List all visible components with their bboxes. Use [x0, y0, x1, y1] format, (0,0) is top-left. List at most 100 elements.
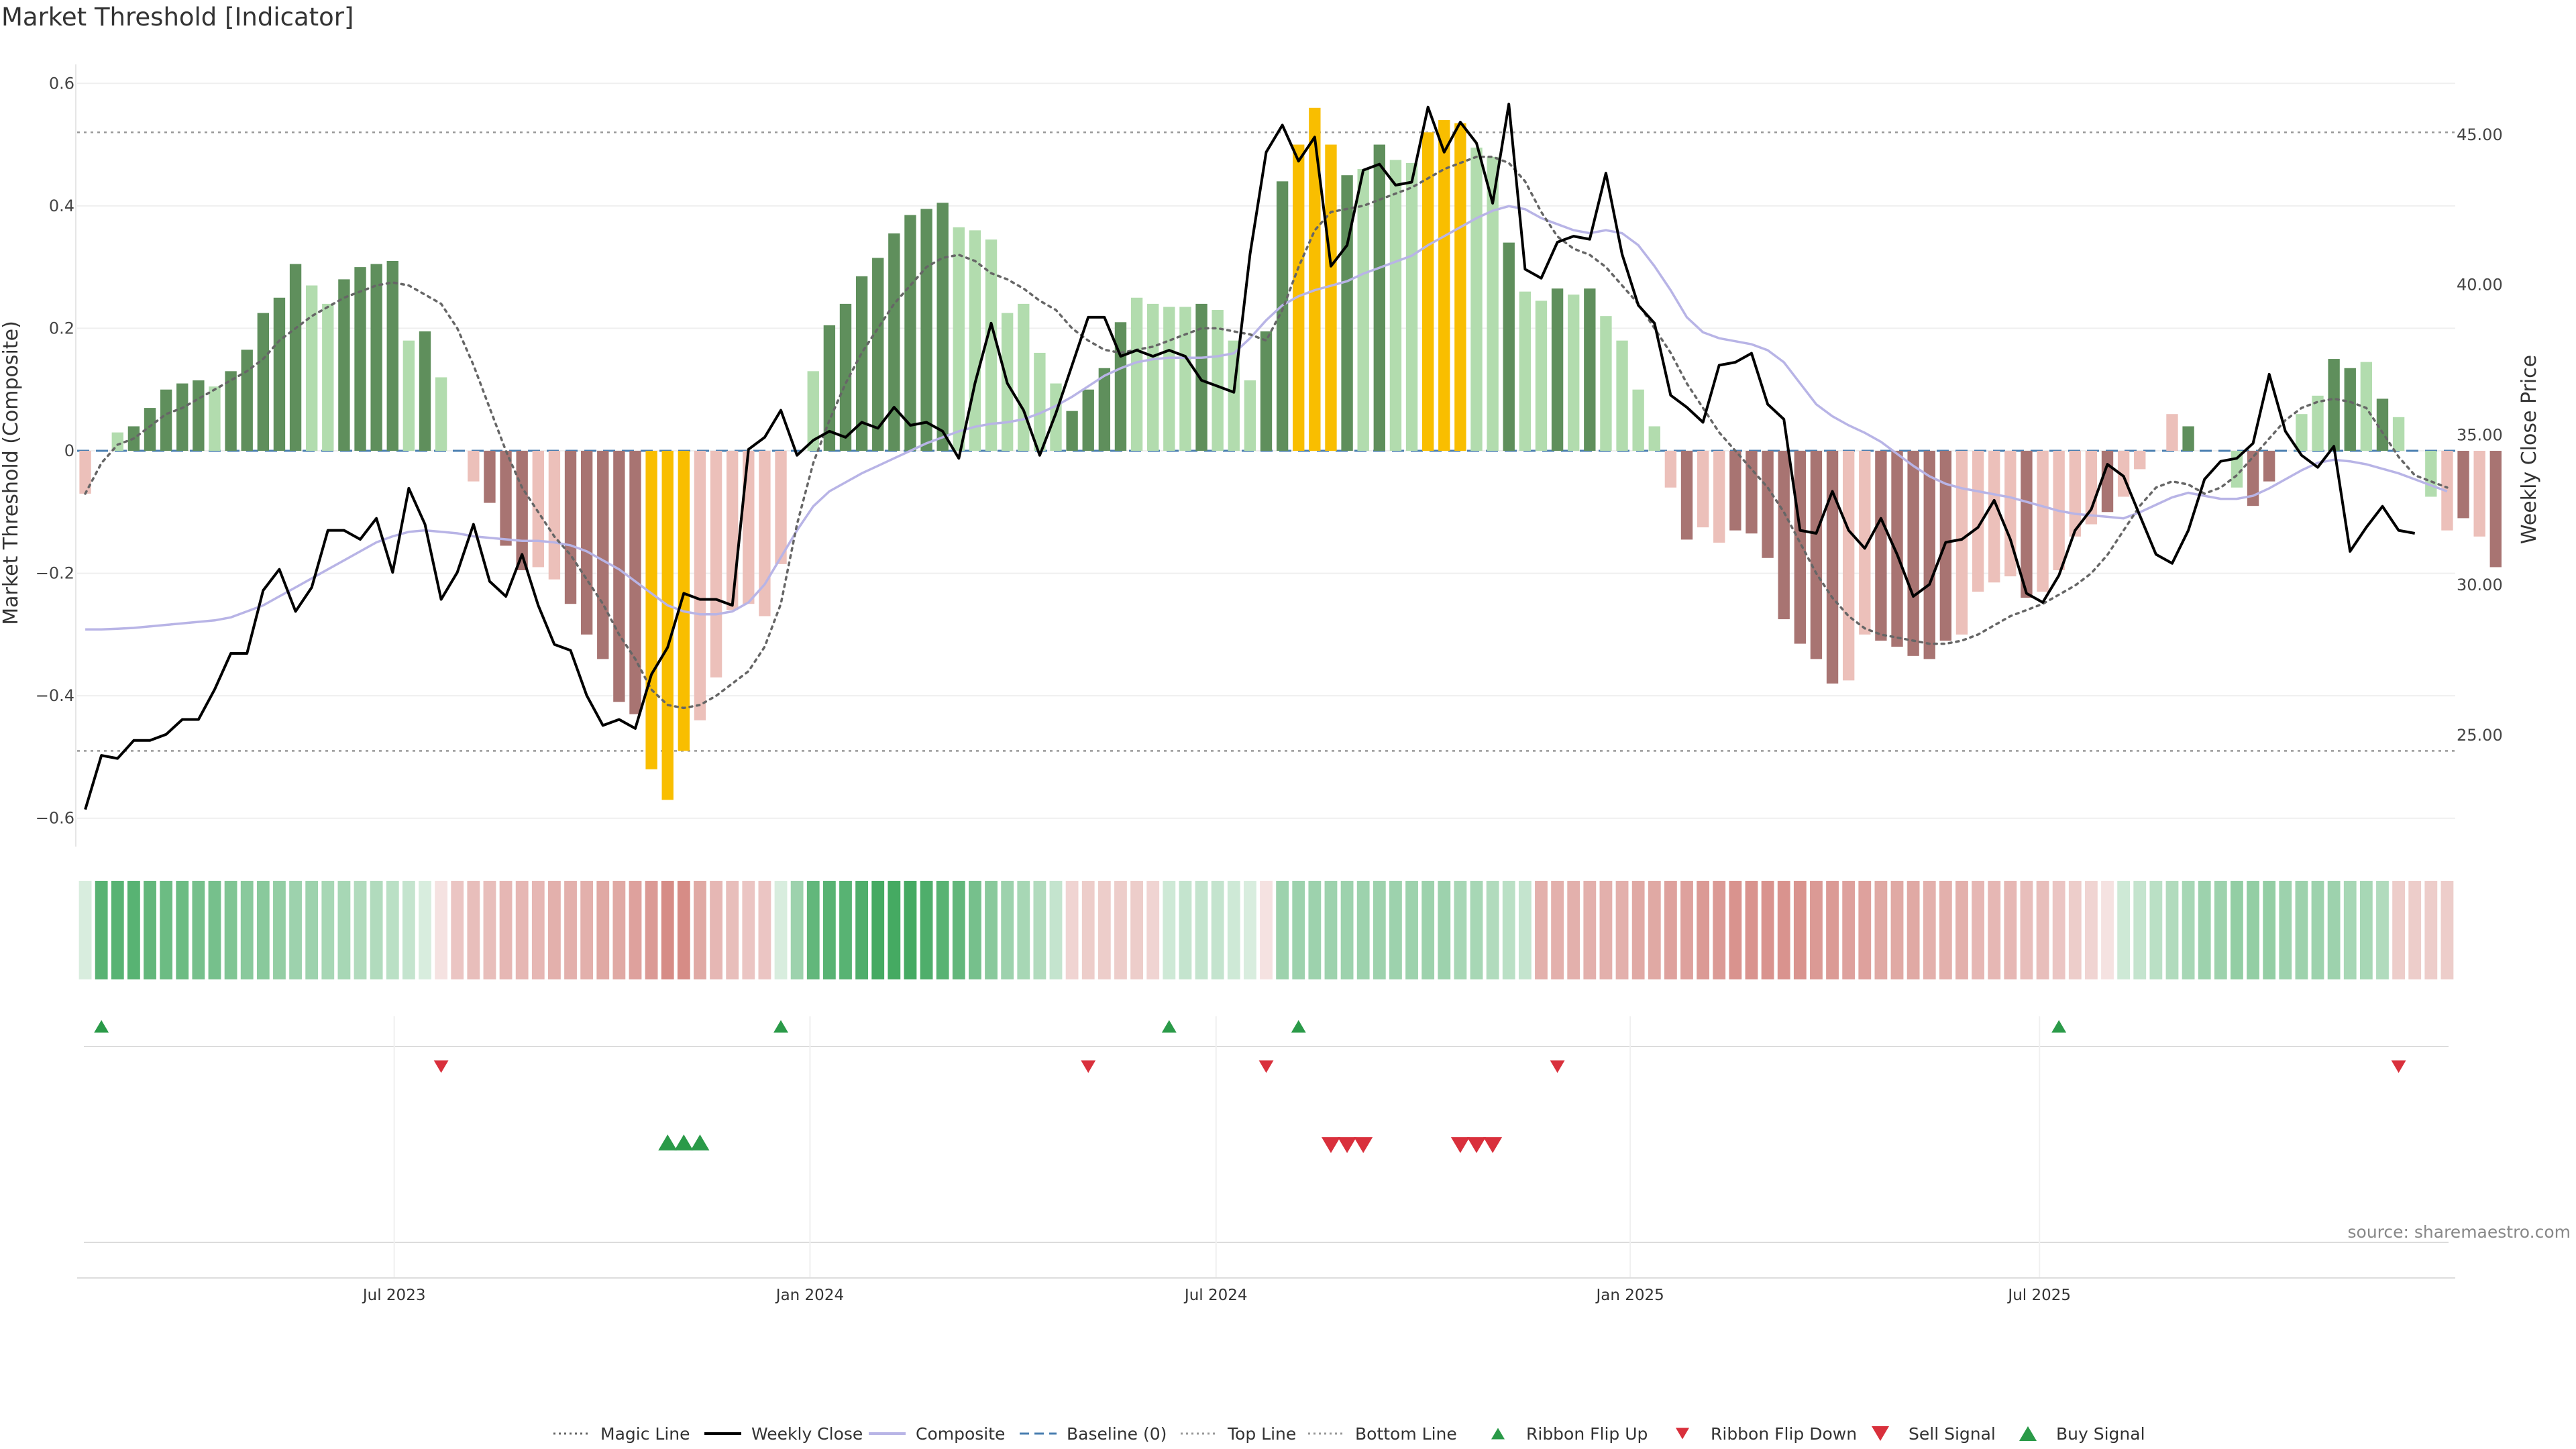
ribbon-cell	[2343, 881, 2357, 979]
ribbon-cell	[710, 881, 722, 979]
composite-bar	[516, 451, 528, 571]
ribbon-cell	[144, 881, 156, 979]
ribbon-cell	[273, 881, 286, 979]
composite-bar	[1519, 291, 1532, 451]
ribbon-cell	[1551, 881, 1564, 979]
y2-ticks: 45.00 40.00 35.00 30.00 25.00	[2457, 125, 2503, 745]
ribbon-cell	[1097, 881, 1111, 979]
ribbon-cell	[1049, 881, 1063, 979]
composite-bar	[160, 389, 172, 451]
composite-bar	[257, 313, 270, 451]
ribbon-cell	[694, 881, 706, 979]
ribbon-cell	[1939, 881, 1952, 979]
gridlines	[75, 64, 2455, 847]
ribbon-cell	[661, 881, 674, 979]
ribbon-cell	[1599, 881, 1613, 979]
composite-bar	[1535, 301, 1548, 451]
composite-bar	[2312, 395, 2324, 451]
ribbon-cell	[1389, 881, 1402, 979]
sell-signal-marker	[1450, 1137, 1470, 1153]
composite-bar	[338, 279, 350, 451]
composite-bar	[759, 451, 771, 616]
buy-signal-marker	[690, 1134, 710, 1150]
y2-axis-label: Weekly Close Price	[2518, 355, 2541, 544]
ribbon-cell	[1243, 881, 1256, 979]
ribbon-cell	[1761, 881, 1774, 979]
y2-tick-label: 40.00	[2457, 276, 2503, 294]
ribbon-cell	[1729, 881, 1742, 979]
ribbon-cell	[2295, 881, 2308, 979]
composite-bar	[1842, 451, 1855, 681]
composite-bar	[872, 258, 884, 451]
composite-bar	[2021, 451, 2033, 598]
ribbon-cell	[1955, 881, 1968, 979]
composite-bar	[1421, 132, 1434, 451]
x-tick-label: Jul 2023	[362, 1287, 426, 1304]
ribbon-cell	[2117, 881, 2131, 979]
ribbon-cell	[1033, 881, 1046, 979]
legend-label: Composite	[916, 1424, 1005, 1444]
ribbon-cell	[2182, 881, 2195, 979]
y2-tick-label: 45.00	[2457, 125, 2503, 144]
ribbon-cell	[1680, 881, 1693, 979]
composite-bar	[1762, 451, 1774, 558]
ribbon-cell	[839, 881, 852, 979]
y-tick-label: 0.6	[49, 74, 74, 93]
ribbon-cell	[2376, 881, 2389, 979]
composite-bar	[1309, 107, 1321, 451]
composite-bar	[1438, 120, 1450, 451]
composite-bar	[1470, 148, 1483, 451]
legend-label: Baseline (0)	[1067, 1424, 1167, 1444]
ribbon-cell	[1114, 881, 1127, 979]
composite-bar	[1616, 340, 1628, 451]
legend-label: Sell Signal	[1909, 1424, 1996, 1444]
chart-title: Market Threshold [Indicator]	[1, 3, 354, 32]
composite-bar	[1551, 288, 1564, 451]
ribbon-cell	[1793, 881, 1807, 979]
composite-bar	[1826, 451, 1839, 684]
buy-signal-marker	[674, 1134, 694, 1150]
ribbon-cell	[2101, 881, 2114, 979]
composite-bar	[484, 451, 496, 503]
composite-bar	[597, 451, 609, 659]
ribbon-cell	[2214, 881, 2227, 979]
ribbon-cell	[2327, 881, 2341, 979]
ribbon-cell	[1858, 881, 1872, 979]
legend-swatch	[1491, 1428, 1505, 1440]
ribbon-cell	[1260, 881, 1273, 979]
composite-bar	[2182, 426, 2194, 451]
ribbon-cell	[952, 881, 965, 979]
ribbon-cell	[629, 881, 642, 979]
y2-tick-label: 30.00	[2457, 576, 2503, 594]
composite-bar	[1114, 322, 1127, 451]
ribbon-cell	[596, 881, 610, 979]
composite-bar	[354, 267, 366, 451]
y-tick-label: 0	[64, 441, 74, 460]
composite-bar	[920, 209, 932, 451]
composite-bar	[613, 451, 625, 702]
composite-bar	[2085, 451, 2098, 525]
composite-bar	[1163, 307, 1175, 451]
composite-bar	[1664, 451, 1677, 488]
ribbon-cell	[1308, 881, 1322, 979]
composite-bar	[2489, 451, 2502, 568]
composite-bar	[144, 408, 156, 451]
ribbon-cell	[1583, 881, 1597, 979]
ribbon-cell	[564, 881, 577, 979]
composite-bar	[1276, 181, 1289, 451]
ribbon-cell	[1324, 881, 1338, 979]
composite-bar	[1325, 144, 1337, 451]
composite-bar	[1713, 451, 1725, 543]
composite-bar	[1778, 451, 1790, 620]
ribbon-cell	[1745, 881, 1758, 979]
ribbon-cell	[2036, 881, 2049, 979]
ribbon-cell	[1874, 881, 1888, 979]
composite-bar	[2166, 414, 2178, 451]
ribbon-cell	[1631, 881, 1645, 979]
composite-bar	[419, 331, 431, 451]
ribbon-cell	[2004, 881, 2017, 979]
ribbon-cell	[1340, 881, 1354, 979]
ribbon-cell	[1211, 881, 1224, 979]
ribbon-cell	[127, 881, 140, 979]
ribbon-cell	[2440, 881, 2454, 979]
